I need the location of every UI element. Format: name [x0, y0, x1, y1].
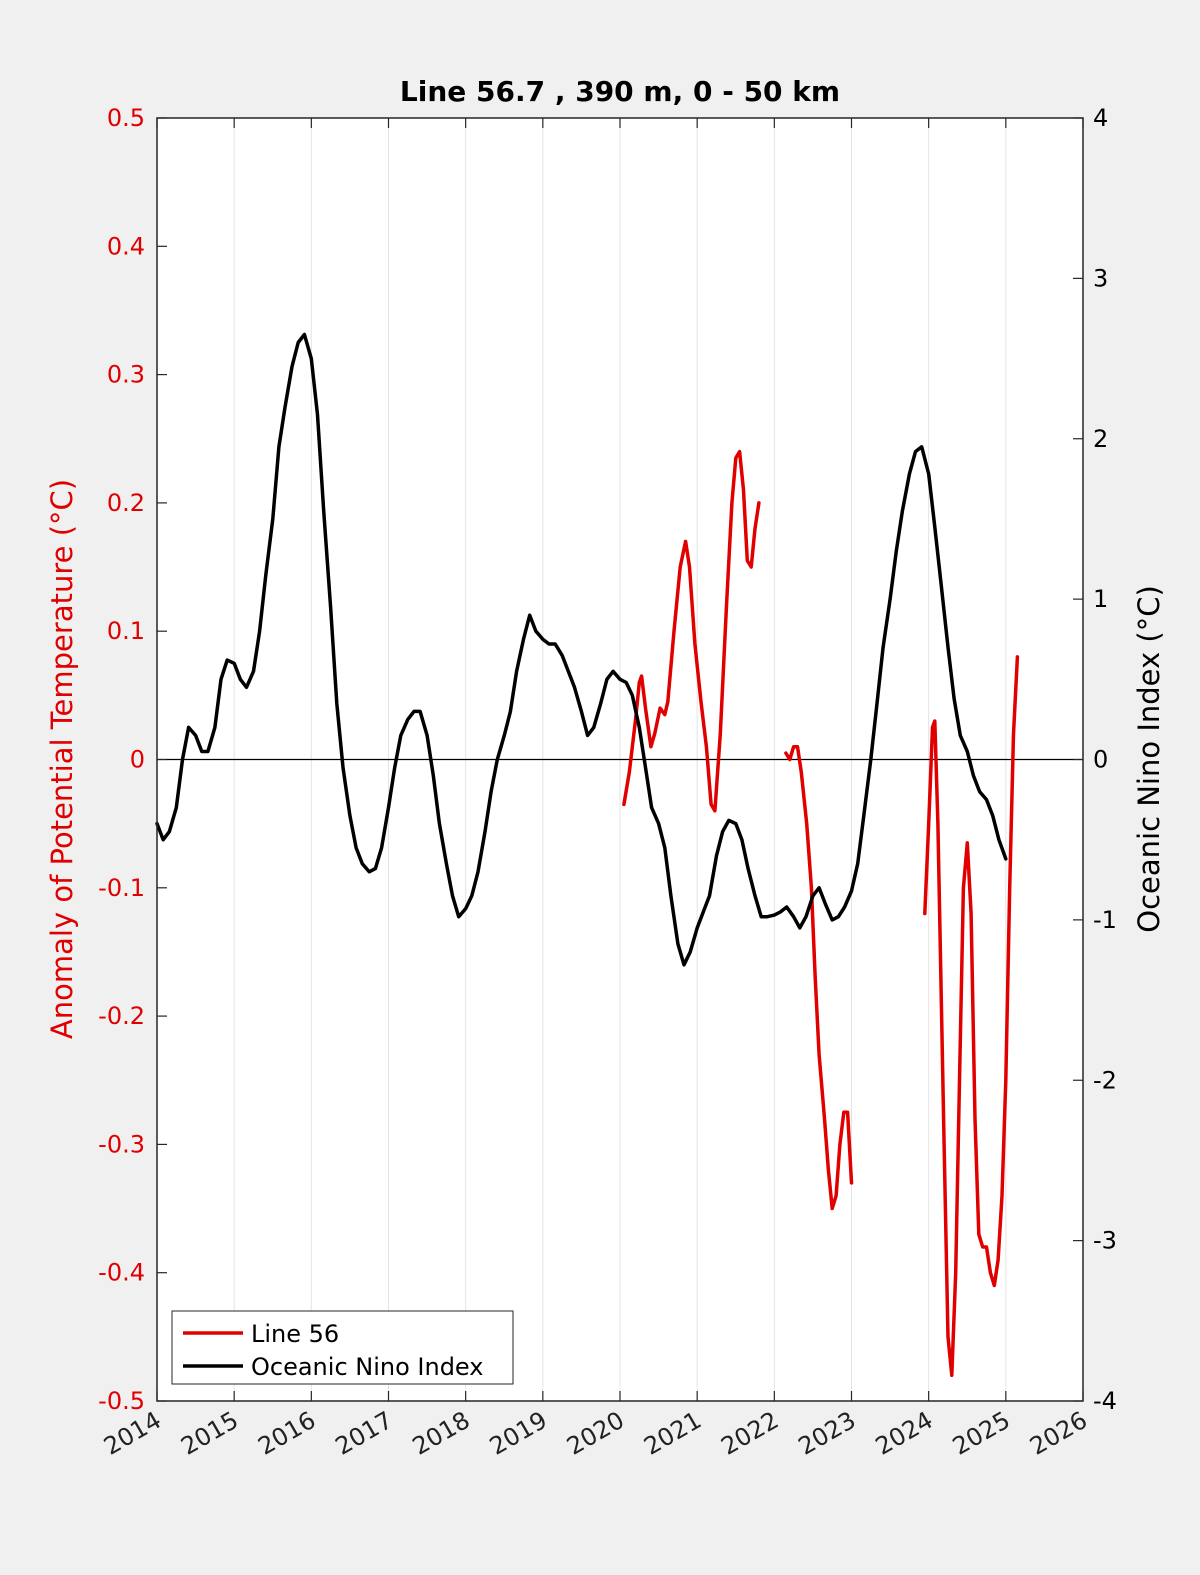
x-tick-label: 2022 [716, 1406, 783, 1461]
legend-label-line56: Line 56 [251, 1320, 339, 1348]
legend-box [171, 1310, 514, 1385]
y-axis-left-label: Anomaly of Potential Temperature (°C) [45, 479, 79, 1039]
x-tick-label: 2015 [176, 1406, 243, 1461]
y-right-tick-label: 1 [1093, 585, 1108, 613]
x-tick-label: 2017 [331, 1406, 398, 1461]
y-left-tick-label: 0.5 [107, 104, 145, 132]
y-axis-right-label: Oceanic Nino Index (°C) [1132, 585, 1166, 933]
chart-title: Line 56.7 , 390 m, 0 - 50 km [400, 75, 840, 108]
x-tick-label: 2023 [794, 1406, 861, 1461]
legend-label-oni: Oceanic Nino Index [251, 1353, 483, 1381]
y-left-tick-label: -0.1 [98, 874, 145, 902]
y-left-tick-label: 0 [130, 746, 145, 774]
x-tick-label: 2026 [1025, 1406, 1092, 1461]
line56-series-line [923, 655, 1020, 1378]
y-left-tick-label: -0.5 [98, 1387, 145, 1415]
y-right-tick-label: 2 [1093, 425, 1108, 453]
y-right-tick-label: -1 [1093, 906, 1117, 934]
y-right-tick-label: 3 [1093, 264, 1108, 292]
y-right-tick-label: -3 [1093, 1227, 1117, 1255]
y-left-tick-label: -0.3 [98, 1130, 145, 1158]
line56-series-line [784, 744, 854, 1211]
y-left-tick-label: 0.1 [107, 617, 145, 645]
y-right-tick-label: -2 [1093, 1066, 1117, 1094]
y-left-tick-label: 0.4 [107, 232, 145, 260]
x-tick-label: 2025 [948, 1406, 1015, 1461]
series-layer [155, 332, 1020, 1378]
x-tick-label: 2016 [253, 1406, 320, 1461]
y-left-tick-label: -0.4 [98, 1259, 145, 1287]
y-right-tick-label: -4 [1093, 1387, 1117, 1415]
x-tick-label: 2021 [639, 1406, 706, 1461]
line56-series-line [622, 449, 761, 813]
legend: Line 56 Oceanic Nino Index [171, 1310, 514, 1385]
x-tick-label: 2024 [871, 1406, 938, 1461]
x-tick-label: 2019 [485, 1406, 552, 1461]
ticks [156, 117, 1084, 1402]
y-left-tick-label: 0.2 [107, 489, 145, 517]
y-right-tick-label: 4 [1093, 104, 1108, 132]
oni-series-line [155, 332, 1008, 967]
y-right-tick-label: 0 [1093, 746, 1108, 774]
x-tick-label: 2018 [408, 1406, 475, 1461]
y-left-tick-label: 0.3 [107, 361, 145, 389]
x-tick-label: 2020 [562, 1406, 629, 1461]
tick-labels: 2 0 1 4 2015 2016 2017 2018 2019 2020 2021 2022 2023… [98, 104, 1117, 1461]
y-left-tick-label: -0.2 [98, 1002, 145, 1030]
